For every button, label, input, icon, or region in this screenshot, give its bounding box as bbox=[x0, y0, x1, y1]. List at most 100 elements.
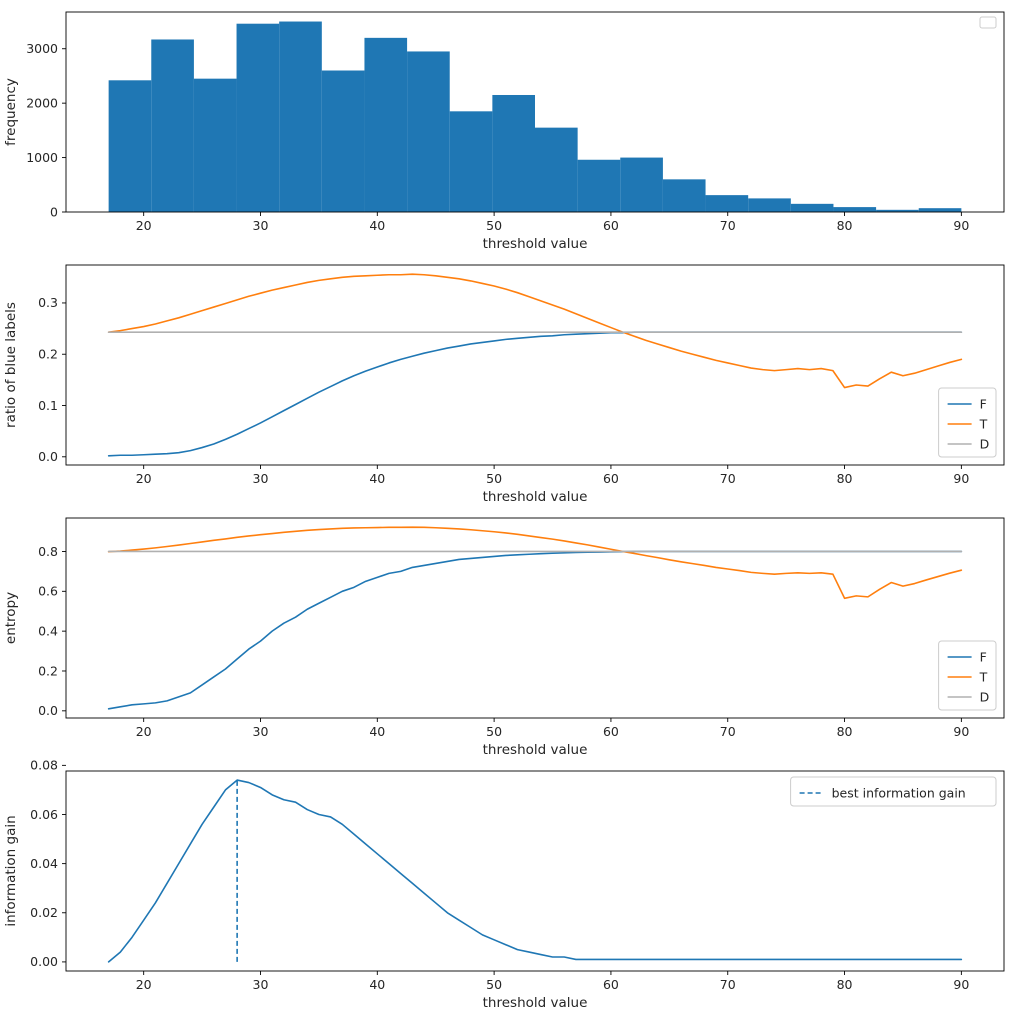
information-gain-svg: 20 30 40 50 60 70 80 90 0.00 0.02 0.04 0.06 0.08 thre… bbox=[3, 759, 1005, 1011]
series-line-F bbox=[107, 331, 963, 457]
x-tick-label: 20 bbox=[136, 977, 152, 992]
x-tick-label: 30 bbox=[253, 218, 269, 233]
legend-label: F bbox=[980, 396, 987, 411]
y-tick-label: 0.02 bbox=[30, 905, 58, 920]
x-tick-label: 50 bbox=[486, 977, 502, 992]
x-tick-label: 80 bbox=[837, 724, 853, 739]
y-axis-label: ratio of blue labels bbox=[3, 302, 19, 428]
x-tick-label: 40 bbox=[369, 471, 385, 486]
axes-frame bbox=[65, 264, 1005, 466]
histogram-bar bbox=[577, 159, 621, 212]
x-tick-label: 80 bbox=[837, 977, 853, 992]
histogram-bar bbox=[492, 94, 535, 212]
histogram-frequency-svg: 20 30 40 50 60 70 80 90 0 1000 2000 3000 threshold v… bbox=[3, 11, 1005, 252]
histogram-bar bbox=[108, 80, 152, 212]
histogram-bar bbox=[876, 209, 919, 212]
y-tick-label: 0.0 bbox=[38, 703, 58, 718]
x-tick-label: 90 bbox=[953, 977, 969, 992]
histogram-bar bbox=[535, 127, 578, 212]
y-tick-label: 0.2 bbox=[38, 663, 58, 678]
x-tick-label: 20 bbox=[136, 471, 152, 486]
y-tick-label: 0.0 bbox=[38, 449, 58, 464]
histogram-bar bbox=[833, 207, 877, 212]
histogram-frequency-plot: 20 30 40 50 60 70 80 90 0 1000 2000 3000 threshold v… bbox=[0, 0, 1012, 253]
y-tick-label: 0.2 bbox=[38, 347, 58, 362]
histogram-bar bbox=[705, 195, 749, 212]
series-line-information-gain bbox=[107, 779, 963, 963]
y-tick-label: 0.04 bbox=[30, 856, 58, 871]
histogram-bar bbox=[407, 51, 450, 213]
histogram-bars bbox=[108, 21, 962, 213]
legend-label: best information gain bbox=[832, 785, 966, 800]
y-tick-label: 3000 bbox=[26, 41, 58, 56]
x-axis-label: threshold value bbox=[483, 742, 588, 758]
y-tick-label: 0.3 bbox=[38, 295, 58, 310]
x-axis-label: threshold value bbox=[483, 489, 588, 505]
x-tick-label: 90 bbox=[953, 724, 969, 739]
histogram-bar bbox=[321, 70, 365, 212]
legend-box bbox=[938, 387, 997, 458]
x-tick-label: 30 bbox=[253, 471, 269, 486]
x-tick-label: 30 bbox=[253, 977, 269, 992]
histogram-bar bbox=[790, 203, 834, 212]
x-tick-label: 50 bbox=[486, 218, 502, 233]
x-tick-label: 50 bbox=[486, 724, 502, 739]
x-tick-label: 50 bbox=[486, 471, 502, 486]
legend-label: D bbox=[980, 436, 990, 451]
axes-frame bbox=[65, 770, 1005, 972]
x-axis-label: threshold value bbox=[483, 995, 588, 1011]
histogram-bar bbox=[449, 111, 493, 212]
x-tick-label: 80 bbox=[837, 471, 853, 486]
x-tick-label: 40 bbox=[369, 724, 385, 739]
y-tick-label: 0.6 bbox=[38, 584, 58, 599]
x-tick-label: 90 bbox=[953, 471, 969, 486]
x-tick-label: 20 bbox=[136, 218, 152, 233]
y-axis-label: frequency bbox=[3, 78, 19, 146]
legend-label: T bbox=[979, 416, 988, 431]
x-tick-label: 70 bbox=[720, 724, 736, 739]
y-tick-label: 2000 bbox=[26, 95, 58, 110]
legend-label: F bbox=[980, 649, 987, 664]
x-axis-label: threshold value bbox=[483, 236, 588, 252]
y-axis-label: information gain bbox=[3, 815, 19, 926]
y-tick-label: 0.00 bbox=[30, 954, 58, 969]
histogram-bar bbox=[193, 78, 237, 213]
y-tick-label: 0.4 bbox=[38, 623, 58, 638]
x-tick-label: 60 bbox=[603, 977, 619, 992]
histogram-bar bbox=[364, 37, 408, 212]
y-tick-label: 1000 bbox=[26, 150, 58, 165]
y-tick-label: 0.08 bbox=[30, 759, 58, 773]
legend-empty-box bbox=[979, 16, 997, 29]
x-tick-label: 60 bbox=[603, 724, 619, 739]
series-line-T bbox=[107, 526, 963, 600]
ratio-of-blue-labels-plot: 20 30 40 50 60 70 80 90 0.0 0.1 0.2 0.3 threshold va… bbox=[0, 253, 1012, 506]
x-tick-label: 80 bbox=[837, 218, 853, 233]
y-tick-label: 0 bbox=[50, 204, 58, 219]
y-tick-label: 0.8 bbox=[38, 544, 58, 559]
x-tick-label: 70 bbox=[720, 977, 736, 992]
y-tick-label: 0.06 bbox=[30, 807, 58, 822]
legend-box bbox=[938, 640, 997, 711]
entropy-plot: 20 30 40 50 60 70 80 90 0.0 0.2 0.4 0.6 0.8 threshold… bbox=[0, 506, 1012, 759]
x-tick-label: 70 bbox=[720, 471, 736, 486]
x-tick-label: 60 bbox=[603, 471, 619, 486]
y-tick-label: 0.1 bbox=[38, 398, 58, 413]
entropy-svg: 20 30 40 50 60 70 80 90 0.0 0.2 0.4 0.6 0.8 threshold… bbox=[3, 517, 1005, 758]
series-line-T bbox=[107, 273, 963, 389]
x-tick-label: 40 bbox=[369, 218, 385, 233]
information-gain-plot: 20 30 40 50 60 70 80 90 0.00 0.02 0.04 0.06 0.08 thre… bbox=[0, 759, 1012, 1012]
y-axis-label: entropy bbox=[3, 592, 19, 644]
x-tick-label: 70 bbox=[720, 218, 736, 233]
x-tick-label: 40 bbox=[369, 977, 385, 992]
histogram-bar bbox=[748, 198, 791, 212]
legend-label: T bbox=[979, 669, 988, 684]
x-tick-label: 60 bbox=[603, 218, 619, 233]
histogram-bar bbox=[279, 21, 322, 213]
histogram-bar bbox=[151, 39, 194, 212]
x-tick-label: 20 bbox=[136, 724, 152, 739]
x-tick-label: 30 bbox=[253, 724, 269, 739]
histogram-bar bbox=[620, 157, 663, 212]
legend-label: D bbox=[980, 689, 990, 704]
histogram-bar bbox=[662, 179, 706, 212]
